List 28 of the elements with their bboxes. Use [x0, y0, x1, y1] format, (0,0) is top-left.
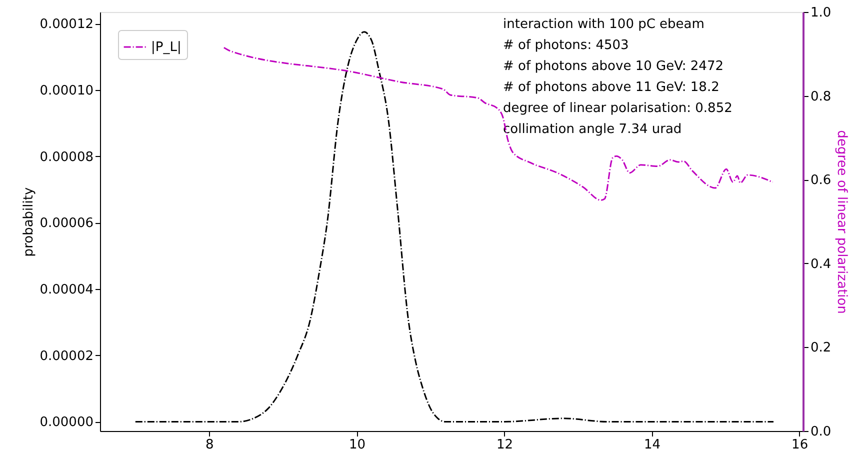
y-tick-label: 0.00004: [40, 282, 94, 298]
x-tick-label: 16: [792, 438, 808, 452]
y2-tick-label: 0.8: [810, 89, 832, 104]
y2-tick-label: 0.0: [810, 424, 832, 440]
y-tick-label: 0.00010: [40, 83, 94, 98]
annotation: degree of linear polarisation: 0.852: [503, 101, 732, 116]
y-tick-label: 0.00012: [40, 17, 94, 32]
y-axis-title: probability: [22, 187, 37, 257]
y2-axis-title: degree of linear polarization: [834, 130, 850, 314]
legend-label: |P_L|: [151, 40, 182, 55]
line-series: [134, 31, 774, 422]
y2-tick-label: 0.4: [810, 256, 832, 272]
y-tick-label: 0.00000: [40, 415, 94, 430]
annotation: interaction with 100 pC ebeam: [503, 17, 704, 32]
x-tick-label: 12: [496, 438, 514, 452]
x-tick-label: 10: [348, 438, 366, 452]
x-tick-label: 8: [206, 438, 214, 452]
y-tick-label: 0.00002: [40, 348, 94, 364]
y-tick-label: 0.00008: [40, 150, 94, 165]
y-tick-label: 0.00006: [40, 216, 94, 232]
annotation: # of photons above 11 GeV: 18.2: [503, 80, 720, 95]
y2-tick-label: 0.2: [810, 340, 832, 356]
annotation: # of photons: 4503: [503, 38, 629, 53]
y2-tick-label: 0.6: [810, 173, 832, 188]
y2-tick-label: 1.0: [810, 6, 832, 20]
annotation: # of photons above 10 GeV: 2472: [503, 59, 724, 74]
annotation: collimation angle 7.34 urad: [503, 122, 682, 137]
x-tick-label: 14: [644, 438, 661, 452]
